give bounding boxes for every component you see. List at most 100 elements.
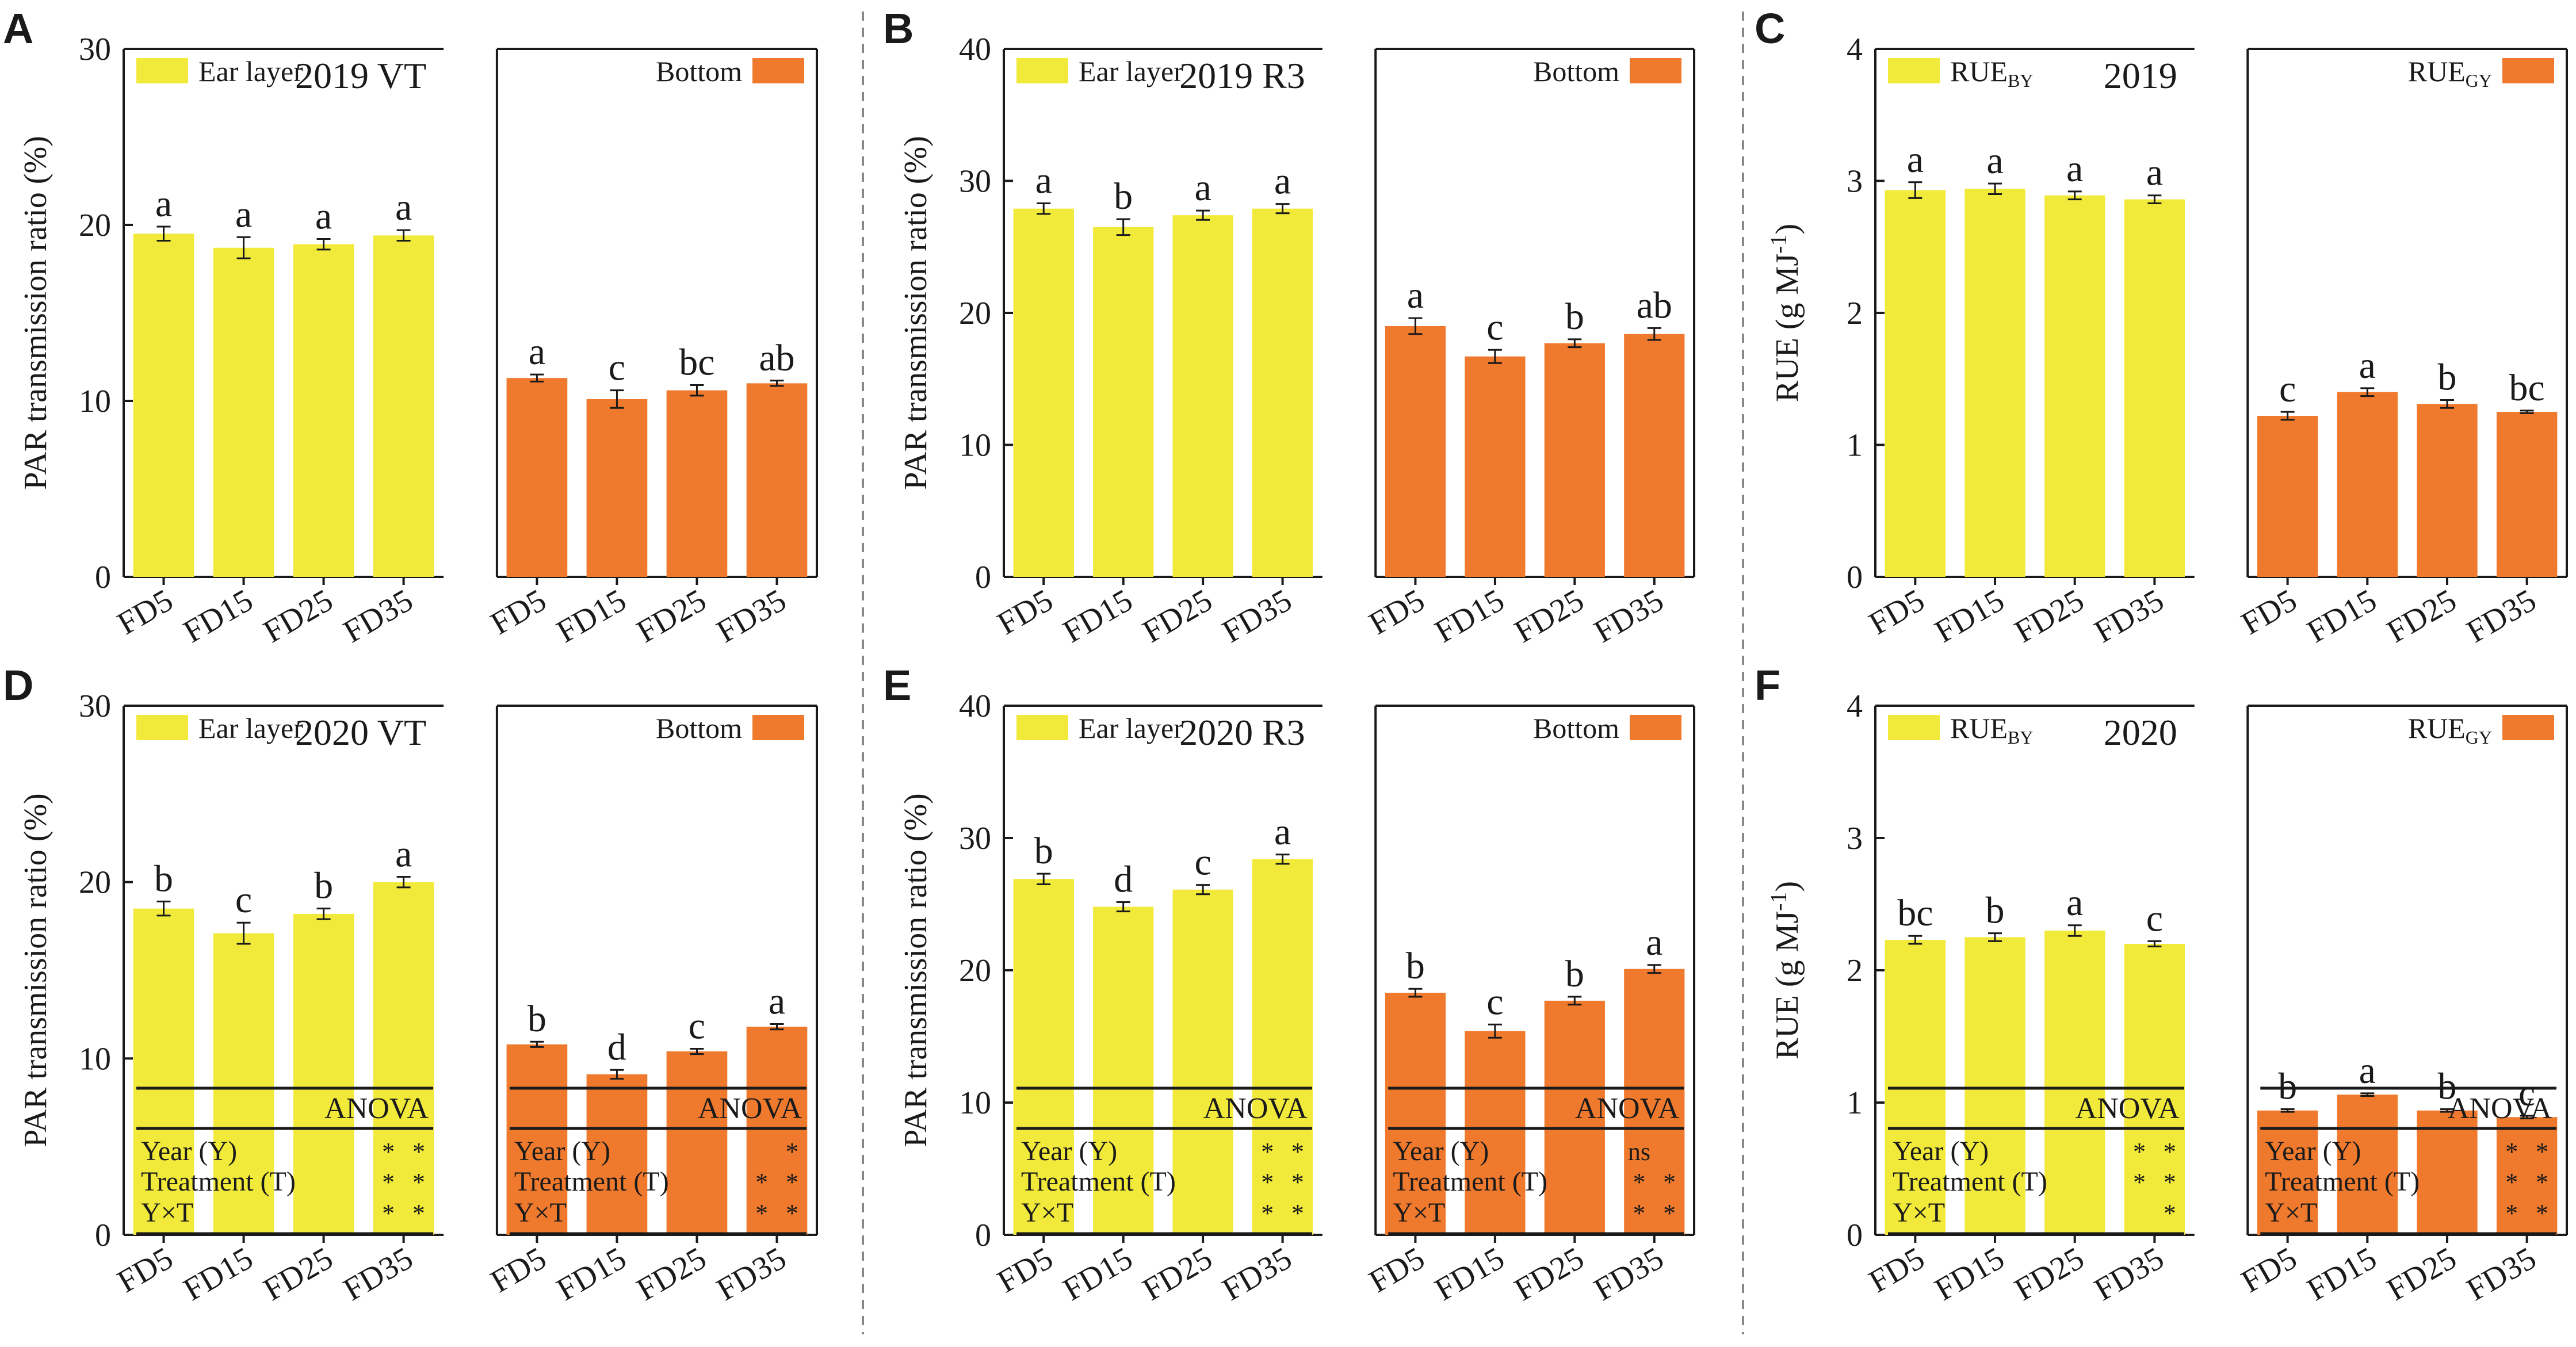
x-tick-label: FD5	[1863, 583, 1931, 642]
bar	[2044, 931, 2105, 1235]
anova-factor: Treatment (T)	[2265, 1166, 2420, 1197]
panel-label: D	[3, 661, 33, 709]
anova-title: ANOVA	[2448, 1092, 2552, 1125]
y-axis-label: RUE (g MJ-1)	[1765, 881, 1805, 1059]
legend-swatch	[1630, 715, 1681, 740]
bar	[133, 908, 194, 1235]
x-tick-label: FD15	[551, 1241, 632, 1308]
bar	[2337, 392, 2398, 577]
significance-letter: a	[315, 195, 332, 237]
anova-sig: ns	[1628, 1138, 1650, 1166]
panel-label: E	[883, 661, 911, 709]
significance-letter: b	[528, 998, 546, 1040]
significance-letter: b	[2437, 356, 2456, 398]
anova-sig: *	[2505, 1138, 2518, 1166]
anova-sig: *	[755, 1199, 768, 1227]
anova-sig: *	[786, 1199, 798, 1227]
legend-label: Bottom	[656, 55, 742, 87]
chart-title: 2020	[2104, 712, 2177, 753]
y-tick-label: 2	[1847, 953, 1863, 989]
chart-title: 2019 R3	[1179, 55, 1305, 96]
y-tick-label: 1	[1847, 1085, 1863, 1121]
x-tick-label: FD35	[338, 1241, 419, 1308]
x-tick-label: FD35	[1588, 583, 1669, 650]
bar	[1013, 208, 1074, 577]
x-tick-label: FD15	[2301, 1241, 2382, 1308]
significance-letter: bc	[1897, 892, 1933, 934]
bar	[1385, 993, 1446, 1235]
bar	[586, 399, 648, 577]
significance-letter: c	[1194, 841, 1211, 883]
legend-swatch	[752, 715, 804, 740]
anova-sig: *	[382, 1199, 395, 1227]
x-tick-label: FD5	[991, 583, 1058, 642]
significance-letter: a	[395, 833, 412, 875]
y-tick-label: 40	[959, 688, 991, 724]
y-axis-label: PAR transmission ratio (%)	[898, 136, 934, 489]
x-tick-label: FD25	[2009, 583, 2090, 650]
anova-sig: *	[2536, 1168, 2548, 1196]
y-tick-label: 3	[1847, 164, 1863, 200]
y-axis-label: RUE (g MJ-1)	[1765, 224, 1805, 402]
legend-label: Bottom	[1533, 712, 1619, 744]
y-tick-label: 40	[959, 32, 991, 67]
x-tick-label: FD5	[991, 1241, 1058, 1300]
bar	[1624, 969, 1685, 1235]
x-tick-label: FD5	[1863, 1241, 1931, 1300]
chart-title: 2019 VT	[295, 55, 426, 96]
chart-panel-b: B 0 10 20 30 40 PAR transmission ratio (%) a FD5…	[883, 5, 1695, 650]
x-tick-label: FD15	[1429, 583, 1510, 650]
bar	[1172, 215, 1233, 577]
x-tick-label: FD25	[258, 583, 339, 650]
x-tick-label: FD35	[710, 583, 792, 650]
bar	[293, 244, 354, 577]
legend-swatch	[752, 58, 804, 83]
chart-panel-d: D 0 10 20 30 PAR transmission ratio (%) b FD5 c F…	[3, 661, 818, 1308]
bar	[666, 1051, 728, 1235]
bar	[1624, 334, 1685, 577]
y-tick-label: 0	[975, 1218, 991, 1253]
x-tick-label: FD35	[2461, 1241, 2542, 1308]
y-tick-label: 30	[79, 688, 111, 724]
anova-sig: *	[2164, 1138, 2176, 1166]
y-axis-label: PAR transmission ratio (%)	[18, 793, 53, 1147]
chart-panel-a: A 0 10 20 30 PAR transmission ratio (%) a FD5 a F…	[3, 5, 818, 650]
x-tick-label: FD15	[178, 583, 259, 650]
significance-letter: c	[2146, 897, 2163, 939]
anova-sig: *	[1291, 1138, 1304, 1166]
significance-letter: b	[1406, 945, 1425, 987]
anova-sig: *	[412, 1168, 425, 1196]
bar	[373, 882, 434, 1235]
bar	[2417, 404, 2478, 577]
anova-title: ANOVA	[324, 1092, 429, 1125]
bar	[1965, 189, 2025, 577]
x-tick-label: FD15	[1057, 583, 1138, 650]
significance-letter: a	[235, 193, 252, 235]
bar	[1252, 859, 1313, 1235]
significance-letter: d	[1114, 859, 1133, 901]
y-tick-label: 30	[959, 821, 991, 856]
x-tick-label: FD25	[630, 1241, 712, 1308]
significance-letter: a	[2066, 148, 2083, 190]
anova-sig: *	[2536, 1138, 2548, 1166]
y-tick-label: 20	[79, 208, 111, 243]
bar	[2257, 416, 2318, 577]
x-tick-label: FD25	[258, 1241, 339, 1308]
anova-factor: Treatment (T)	[1893, 1166, 2047, 1197]
x-tick-label: FD35	[2461, 583, 2542, 650]
legend-swatch	[2502, 58, 2554, 83]
anova-factor: Year (Y)	[2265, 1136, 2361, 1166]
y-tick-label: 0	[1847, 560, 1863, 595]
x-tick-label: FD35	[2088, 1241, 2169, 1308]
bar	[213, 247, 274, 577]
chart-title: 2020 R3	[1179, 712, 1305, 753]
anova-title: ANOVA	[1203, 1092, 1308, 1125]
significance-letter: a	[1407, 274, 1424, 316]
x-tick-label: FD5	[485, 583, 552, 642]
significance-letter: a	[1986, 140, 2003, 182]
significance-letter: bc	[2509, 367, 2545, 409]
panel-label: C	[1755, 5, 1785, 52]
legend-label: Ear layer	[198, 712, 303, 744]
significance-letter: b	[314, 865, 333, 907]
anova-sig: *	[382, 1168, 395, 1196]
